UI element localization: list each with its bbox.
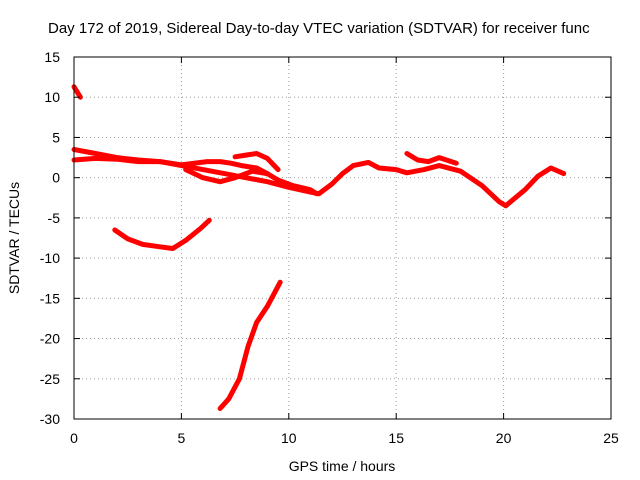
x-tick-label: 0 [70, 430, 78, 446]
x-tick-label: 5 [178, 430, 186, 446]
y-axis-label: SDTVAR / TECUs [6, 182, 22, 294]
series-track-4e [404, 151, 459, 166]
y-tick-label: -25 [40, 371, 60, 387]
y-tick-label: -10 [40, 250, 60, 266]
y-tick-label: -30 [40, 411, 60, 427]
x-tick-label: 20 [496, 430, 512, 446]
y-tick-label: 15 [44, 49, 60, 65]
series-track-4c [232, 151, 281, 173]
series-track-3 [217, 279, 283, 411]
series-layer [71, 84, 567, 411]
x-tick-label: 15 [388, 430, 404, 446]
x-tick-label: 25 [603, 430, 619, 446]
y-tick-label: -20 [40, 331, 60, 347]
y-tick-label: -5 [48, 210, 61, 226]
series-track-4b [71, 155, 320, 197]
y-tick-label: 0 [52, 170, 60, 186]
series-track-1 [71, 84, 83, 100]
chart-title: Day 172 of 2019, Sidereal Day-to-day VTE… [48, 20, 590, 37]
x-tick-label: 10 [281, 430, 297, 446]
axis-ticks: 0 5 10 15 20 25 -30 -25 -20 -15 -10 -5 0 5 10 15 [40, 49, 619, 446]
y-tick-label: -15 [40, 290, 60, 306]
series-track-4d [183, 167, 270, 185]
grid-lines [74, 57, 611, 419]
y-tick-label: 10 [44, 89, 60, 105]
series-track-2 [112, 217, 212, 251]
x-axis-label: GPS time / hours [289, 458, 396, 474]
plot-frame [73, 56, 612, 420]
y-tick-label: 5 [52, 129, 60, 145]
